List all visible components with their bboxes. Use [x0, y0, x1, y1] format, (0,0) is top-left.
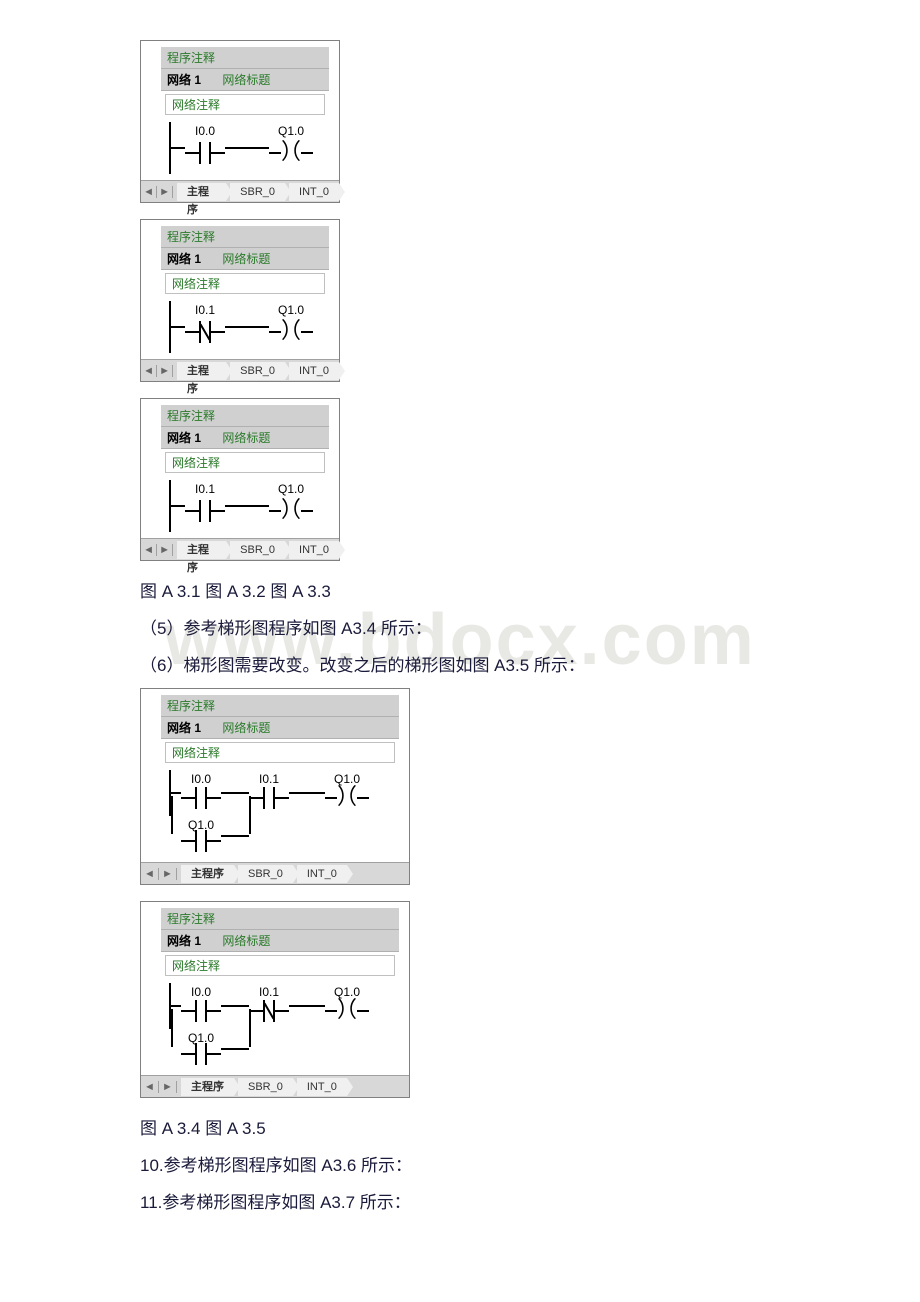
network-title: 网络标题: [222, 721, 270, 735]
coil: （）: [269, 496, 313, 526]
tab-prev[interactable]: ◄: [141, 186, 157, 198]
program-comment: 程序注释: [161, 695, 399, 717]
tab-next[interactable]: ►: [159, 1081, 177, 1093]
tab-sbr[interactable]: SBR_0: [230, 183, 285, 201]
contact-no: [185, 138, 225, 168]
figure-a31: 程序注释 网络 1 网络标题 网络注释 I0.0 Q1.0: [140, 40, 920, 203]
tabs-bar: ◄ ► 主程序 SBR_0 INT_0: [141, 180, 339, 202]
tab-int[interactable]: INT_0: [289, 362, 339, 380]
network-comment: 网络注释: [165, 94, 325, 115]
network-header: 网络 1 网络标题: [161, 717, 399, 739]
network-header: 网络 1 网络标题: [161, 248, 329, 270]
tab-next[interactable]: ►: [157, 365, 173, 377]
network-label: 网络 1: [167, 252, 201, 266]
tab-prev[interactable]: ◄: [141, 868, 159, 880]
tab-int[interactable]: INT_0: [289, 541, 339, 559]
contact-no: [181, 1039, 221, 1069]
contact-addr: I0.0: [195, 124, 215, 138]
coil: （）: [269, 317, 313, 347]
figure-a32: 程序注释 网络 1 网络标题 网络注释 I0.1 Q1.0: [140, 219, 920, 382]
program-comment: 程序注释: [161, 908, 399, 930]
coil: （）: [269, 138, 313, 168]
coil-addr: Q1.0: [278, 482, 304, 496]
tab-next[interactable]: ►: [159, 868, 177, 880]
tabs-bar: ◄ ► 主程序 SBR_0 INT_0: [141, 1075, 409, 1097]
figure-a34: 程序注释 网络 1 网络标题 网络注释 I0.0: [140, 688, 920, 885]
tab-main[interactable]: 主程序: [181, 1078, 234, 1096]
tab-sbr[interactable]: SBR_0: [230, 362, 285, 380]
tab-next[interactable]: ►: [157, 544, 173, 556]
network-header: 网络 1 网络标题: [161, 69, 329, 91]
network-comment: 网络注释: [165, 452, 325, 473]
figure-a35: 程序注释 网络 1 网络标题 网络注释 I0.0: [140, 901, 920, 1098]
network-title: 网络标题: [222, 252, 270, 266]
figure-a33: 程序注释 网络 1 网络标题 网络注释 I0.1 Q1.0: [140, 398, 920, 561]
network-comment: 网络注释: [165, 742, 395, 763]
tab-int[interactable]: INT_0: [289, 183, 339, 201]
network-title: 网络标题: [222, 431, 270, 445]
coil-addr: Q1.0: [278, 124, 304, 138]
paragraph-10: 10.参考梯形图程序如图 A3.6 所示：: [140, 1151, 920, 1176]
program-comment: 程序注释: [161, 226, 329, 248]
tab-int[interactable]: INT_0: [297, 865, 347, 883]
contact-no: [181, 826, 221, 856]
caption-a34-a35: 图 A 3.4 图 A 3.5: [140, 1114, 920, 1139]
network-header: 网络 1 网络标题: [161, 427, 329, 449]
contact-no: [185, 496, 225, 526]
coil: （）: [325, 783, 369, 813]
network-title: 网络标题: [222, 934, 270, 948]
program-comment: 程序注释: [161, 405, 329, 427]
tab-main[interactable]: 主程序: [177, 541, 226, 559]
tab-main[interactable]: 主程序: [177, 362, 226, 380]
tab-next[interactable]: ►: [157, 186, 173, 198]
network-label: 网络 1: [167, 73, 201, 87]
program-comment: 程序注释: [161, 47, 329, 69]
paragraph-5: （5）参考梯形图程序如图 A3.4 所示：: [140, 614, 920, 639]
coil: （）: [325, 996, 369, 1026]
tab-main[interactable]: 主程序: [177, 183, 226, 201]
tab-prev[interactable]: ◄: [141, 365, 157, 377]
tabs-bar: ◄ ► 主程序 SBR_0 INT_0: [141, 359, 339, 381]
caption-a31-a33: 图 A 3.1 图 A 3.2 图 A 3.3: [140, 577, 920, 602]
tab-sbr[interactable]: SBR_0: [238, 1078, 293, 1096]
network-label: 网络 1: [167, 431, 201, 445]
paragraph-11: 11.参考梯形图程序如图 A3.7 所示：: [140, 1188, 920, 1213]
tab-int[interactable]: INT_0: [297, 1078, 347, 1096]
network-comment: 网络注释: [165, 273, 325, 294]
paragraph-6: （6）梯形图需要改变。改变之后的梯形图如图 A3.5 所示：: [140, 651, 920, 676]
network-label: 网络 1: [167, 721, 201, 735]
contact-nc: [249, 996, 289, 1026]
network-label: 网络 1: [167, 934, 201, 948]
tab-sbr[interactable]: SBR_0: [230, 541, 285, 559]
tab-sbr[interactable]: SBR_0: [238, 865, 293, 883]
tab-prev[interactable]: ◄: [141, 544, 157, 556]
network-title: 网络标题: [222, 73, 270, 87]
network-comment: 网络注释: [165, 955, 395, 976]
coil-addr: Q1.0: [278, 303, 304, 317]
contact-addr: I0.1: [195, 482, 215, 496]
tab-main[interactable]: 主程序: [181, 865, 234, 883]
contact-no: [249, 783, 289, 813]
contact-nc: [185, 317, 225, 347]
tabs-bar: ◄ ► 主程序 SBR_0 INT_0: [141, 538, 339, 560]
tabs-bar: ◄ ► 主程序 SBR_0 INT_0: [141, 862, 409, 884]
network-header: 网络 1 网络标题: [161, 930, 399, 952]
tab-prev[interactable]: ◄: [141, 1081, 159, 1093]
contact-no: [181, 996, 221, 1026]
contact-no: [181, 783, 221, 813]
contact-addr: I0.1: [195, 303, 215, 317]
